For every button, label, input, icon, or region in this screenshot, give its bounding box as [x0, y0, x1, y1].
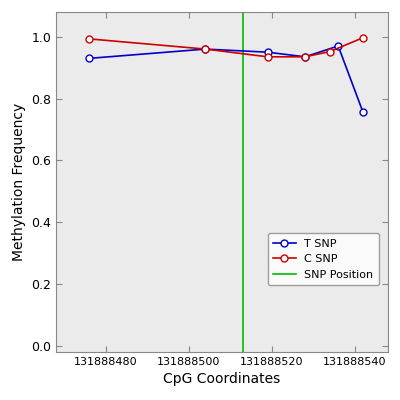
T SNP — [203, 47, 208, 52]
C SNP — [361, 35, 366, 40]
Legend: T SNP, C SNP, SNP Position: T SNP, C SNP, SNP Position — [268, 233, 379, 285]
Line: T SNP: T SNP — [86, 42, 366, 116]
T SNP — [336, 44, 341, 48]
C SNP — [265, 54, 270, 59]
Line: C SNP: C SNP — [86, 34, 366, 60]
Y-axis label: Methylation Frequency: Methylation Frequency — [12, 103, 26, 261]
C SNP — [203, 47, 208, 52]
T SNP — [361, 110, 366, 115]
T SNP — [265, 50, 270, 54]
C SNP — [328, 49, 332, 54]
T SNP — [87, 56, 92, 61]
C SNP — [87, 36, 92, 41]
X-axis label: CpG Coordinates: CpG Coordinates — [163, 372, 281, 386]
C SNP — [303, 54, 308, 59]
T SNP — [303, 54, 308, 59]
